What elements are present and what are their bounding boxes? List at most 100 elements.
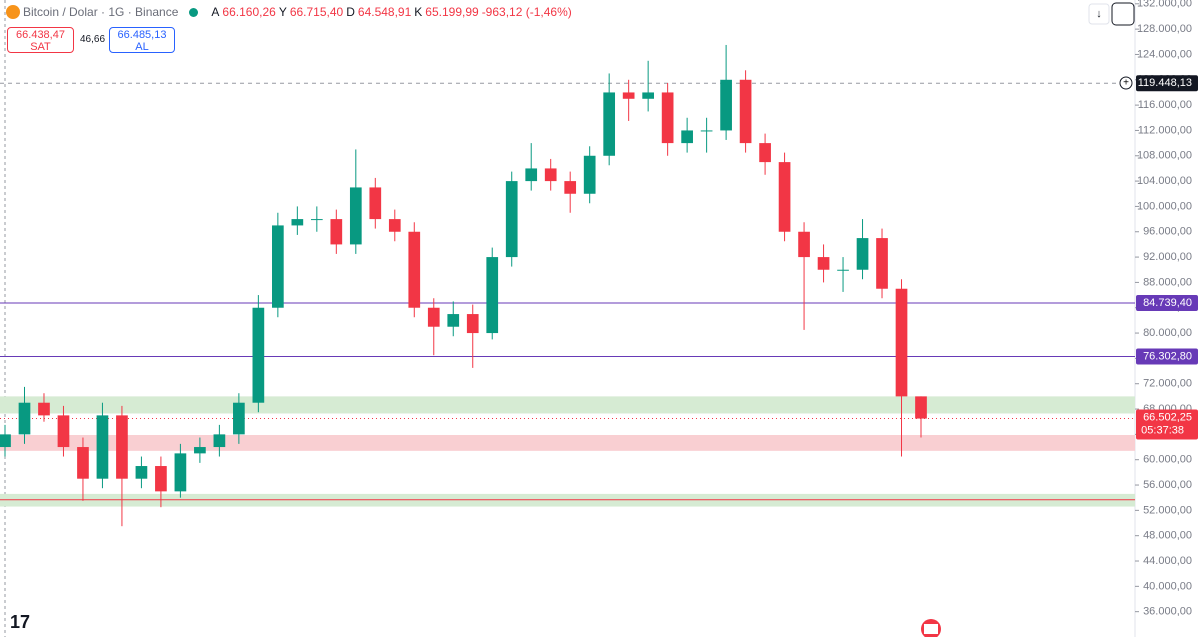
add-alert-button[interactable]: + xyxy=(1119,76,1133,90)
candle-body xyxy=(388,219,401,232)
buy-label: AL xyxy=(135,41,149,53)
candle-body xyxy=(330,219,343,245)
candle-body xyxy=(369,187,382,220)
y-tick-label: 44.000,00 xyxy=(1143,555,1192,567)
candle-body xyxy=(194,447,206,454)
candle-body xyxy=(310,219,323,221)
y-tick-label: 124.000,00 xyxy=(1137,48,1192,60)
candle-body xyxy=(798,231,810,258)
low-value: 64.548,91 xyxy=(357,5,412,19)
candle-body xyxy=(38,402,50,416)
high-label: Y xyxy=(278,5,287,19)
candle-body xyxy=(486,257,499,334)
candle-body xyxy=(408,231,421,308)
candle-body xyxy=(116,415,128,479)
svg-text:17: 17 xyxy=(10,612,30,632)
y-tick-label: 72.000,00 xyxy=(1143,378,1192,390)
y-tick-label: 100.000,00 xyxy=(1137,200,1192,212)
candle-body xyxy=(837,269,849,271)
candle-body xyxy=(57,415,70,448)
price-tag xyxy=(1136,75,1198,92)
y-tick-label: 116.000,00 xyxy=(1138,99,1192,111)
candle-body xyxy=(505,181,518,258)
candle-body xyxy=(895,288,908,397)
candle-body xyxy=(817,257,830,270)
y-tick-label: 128.000,00 xyxy=(1137,23,1192,35)
price-tag xyxy=(1136,409,1198,440)
price-tag-label: 84.739,40 xyxy=(1143,297,1192,309)
sell-button[interactable]: 66.438,47 SAT xyxy=(7,27,74,53)
y-tick-label: 52.000,00 xyxy=(1143,504,1192,516)
sell-label: SAT xyxy=(30,41,51,53)
y-tick-label: 80.000,00 xyxy=(1143,327,1192,339)
coin-icon xyxy=(6,5,20,19)
sell-price: 66.438,47 xyxy=(16,29,65,41)
price-tag-label: 119.448,13 xyxy=(1138,77,1192,89)
symbol-title: Bitcoin / Dolar · 1G · Binance xyxy=(23,5,179,19)
candle-body xyxy=(77,447,89,479)
svg-text:+: + xyxy=(1123,78,1129,89)
open-value: 66.160,26 xyxy=(222,5,276,19)
candle-body xyxy=(661,92,674,144)
candle-body xyxy=(272,225,284,308)
candle-body xyxy=(213,434,226,448)
close-label: K xyxy=(414,5,423,19)
tv-logo: 17 xyxy=(10,612,30,632)
y-tick-label: 108.000,00 xyxy=(1137,150,1192,162)
candle-body xyxy=(291,219,304,226)
y-tick-label: 88.000,00 xyxy=(1143,276,1192,288)
fullscreen-button[interactable] xyxy=(1111,2,1135,26)
candle-body xyxy=(759,143,771,163)
spread: 46,66 xyxy=(80,34,106,45)
candle-body xyxy=(564,181,577,194)
candle-body xyxy=(96,415,109,479)
open-label: A xyxy=(211,5,220,19)
candle-body xyxy=(0,434,11,448)
candle-body xyxy=(915,396,927,419)
candle-body xyxy=(18,402,31,435)
candle-body xyxy=(700,130,713,132)
y-tick-label: 48.000,00 xyxy=(1143,530,1192,542)
price-tag-label: 66.502,25 xyxy=(1143,411,1192,423)
y-tick-label: 56.000,00 xyxy=(1143,479,1192,491)
candle-body xyxy=(681,130,693,144)
high-value: 66.715,40 xyxy=(289,5,344,19)
status-dot xyxy=(189,7,199,17)
candle-body xyxy=(174,453,187,492)
price-tag-label: 76.302,80 xyxy=(1143,350,1192,362)
buy-button[interactable]: 66.485,13 AL xyxy=(109,27,175,53)
y-tick-label: 112.000,00 xyxy=(1138,124,1192,136)
price-tag xyxy=(1136,348,1198,365)
scroll-button[interactable]: ↓ xyxy=(1088,3,1110,25)
candle-body xyxy=(603,92,616,156)
candle-body xyxy=(544,168,557,182)
candle-body xyxy=(525,168,538,182)
svg-text:↓: ↓ xyxy=(1096,8,1102,20)
close-value: 65.199,99 xyxy=(425,5,479,19)
countdown: 05:37:38 xyxy=(1141,424,1184,436)
candle-body xyxy=(720,79,732,131)
flag-icon xyxy=(921,619,941,637)
candle-body xyxy=(466,314,479,334)
candle-body xyxy=(642,92,654,99)
y-tick-label: 40.000,00 xyxy=(1143,580,1192,592)
y-tick-label: 104.000,00 xyxy=(1137,175,1192,187)
y-tick-label: 60.000,00 xyxy=(1143,454,1192,466)
candle-body xyxy=(135,466,148,479)
price-tag xyxy=(1136,295,1198,312)
y-tick-label: 92.000,00 xyxy=(1143,251,1192,263)
candle-body xyxy=(778,162,791,232)
zone xyxy=(0,396,1135,414)
y-tick-label: 36.000,00 xyxy=(1143,606,1192,618)
buy-price: 66.485,13 xyxy=(117,29,167,41)
header: Bitcoin / Dolar · 1G · Binance A 66.160,2… xyxy=(6,5,572,19)
candle-body xyxy=(155,466,167,492)
candle-body xyxy=(252,307,265,403)
y-tick-label: 96.000,00 xyxy=(1143,226,1192,238)
candle-body xyxy=(349,187,362,245)
candle-body xyxy=(583,155,596,194)
low-label: D xyxy=(346,5,355,19)
candle-body xyxy=(427,307,440,327)
